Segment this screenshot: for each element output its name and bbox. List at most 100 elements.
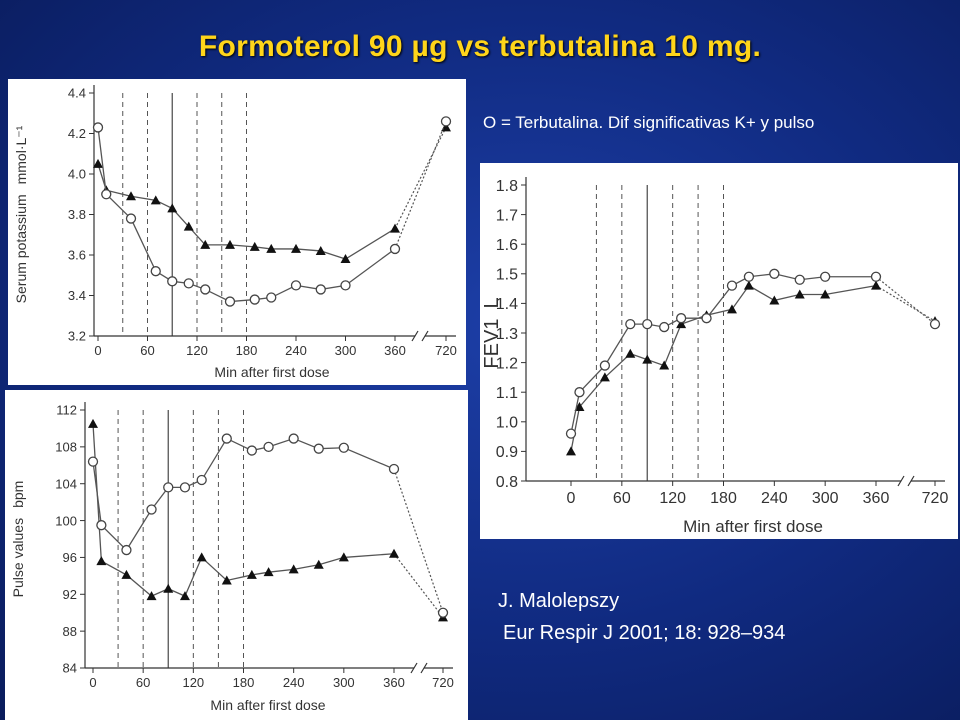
axis-break-mark bbox=[410, 662, 418, 674]
y-axis-title: Pulse values bpm bbox=[10, 481, 26, 598]
data-point-triangle bbox=[315, 245, 326, 255]
x-tick-label: 360 bbox=[384, 343, 406, 358]
data-point-triangle bbox=[574, 402, 585, 411]
x-tick-label: 240 bbox=[283, 675, 305, 690]
data-point-triangle bbox=[200, 239, 211, 249]
data-point-triangle bbox=[794, 289, 805, 299]
x-tick-label: 300 bbox=[333, 675, 355, 690]
y-tick-label: 3.8 bbox=[68, 207, 86, 222]
fev1-chart-panel: 0.8 0.9 1.0 1.1 1.2 1.3 1.4 1.5 1.6 1.7 1.8 0 60 120 1… bbox=[480, 163, 958, 539]
x-tick-label: 0 bbox=[567, 490, 576, 507]
data-point-triangle bbox=[146, 591, 157, 601]
y-tick-label: 92 bbox=[63, 587, 77, 602]
data-point-circle bbox=[146, 504, 157, 515]
slide-title: Formoterol 90 µg vs terbutalina 10 mg. bbox=[198, 30, 762, 63]
data-point-circle bbox=[92, 122, 104, 133]
data-point-circle bbox=[340, 280, 351, 291]
x-axis-title: Min after first dose bbox=[683, 517, 823, 536]
axis-break-mark bbox=[421, 330, 429, 342]
y-tick-label: 1.5 bbox=[496, 267, 518, 284]
x-tick-label: 120 bbox=[186, 343, 208, 358]
data-point-triangle bbox=[390, 223, 400, 233]
x-tick-label: 120 bbox=[659, 490, 686, 507]
y-tick-label: 4.2 bbox=[68, 126, 86, 141]
series-extrapolation-circle bbox=[394, 121, 447, 250]
data-point-triangle bbox=[266, 243, 277, 253]
data-point-circle bbox=[870, 271, 882, 282]
data-point-circle bbox=[701, 313, 712, 324]
y-tick-label: 0.8 bbox=[496, 474, 518, 491]
y-tick-label: 3.2 bbox=[68, 329, 86, 344]
data-point-triangle bbox=[726, 304, 737, 314]
x-tick-label: 360 bbox=[863, 490, 890, 507]
y-axis-title: Serum potassium mmol·L⁻¹ bbox=[13, 125, 29, 303]
data-point-circle bbox=[389, 243, 401, 255]
data-point-triangle bbox=[221, 575, 232, 585]
data-point-triangle bbox=[340, 254, 351, 264]
y-tick-label: 1.2 bbox=[496, 355, 518, 372]
data-point-triangle bbox=[263, 567, 274, 577]
data-point-triangle bbox=[625, 348, 636, 358]
x-tick-label: 720 bbox=[432, 675, 454, 690]
pulse-chart-panel: 84 88 92 96 100 104 108 112 0 60 120 180 240 300 360 72… bbox=[5, 390, 468, 720]
data-point-circle bbox=[163, 482, 174, 493]
data-point-triangle bbox=[96, 556, 107, 566]
y-axis-title: FEV1 L bbox=[481, 297, 503, 368]
pulse-chart: 84 88 92 96 100 104 108 112 0 60 120 180 240 300 360 72… bbox=[10, 402, 454, 713]
x-tick-label: 360 bbox=[383, 675, 405, 690]
y-tick-label: 4.4 bbox=[68, 86, 86, 101]
citation-author: J. Malolepszy bbox=[498, 590, 620, 612]
data-point-triangle bbox=[642, 354, 653, 364]
series-extrapolation-triangle bbox=[393, 553, 444, 618]
data-point-triangle bbox=[676, 319, 687, 329]
x-tick-label: 300 bbox=[335, 343, 357, 358]
data-point-triangle bbox=[389, 548, 399, 558]
data-point-circle bbox=[574, 387, 585, 398]
data-point-triangle bbox=[167, 203, 178, 213]
y-tick-label: 108 bbox=[55, 440, 77, 455]
data-point-circle bbox=[263, 441, 274, 453]
y-tick-label: 100 bbox=[55, 513, 77, 528]
data-point-circle bbox=[183, 278, 194, 289]
x-tick-label: 180 bbox=[233, 675, 255, 690]
x-tick-label: 120 bbox=[182, 675, 204, 690]
series-extrapolation-triangle bbox=[875, 285, 936, 322]
y-tick-label: 4.0 bbox=[68, 167, 86, 182]
data-point-circle bbox=[659, 321, 670, 333]
data-point-circle bbox=[599, 360, 611, 371]
data-point-triangle bbox=[179, 591, 190, 601]
data-point-triangle bbox=[566, 446, 576, 456]
x-tick-label: 720 bbox=[435, 343, 457, 358]
data-point-circle bbox=[288, 433, 299, 444]
data-point-circle bbox=[338, 442, 349, 453]
data-point-triangle bbox=[249, 241, 260, 251]
data-point-circle bbox=[96, 520, 107, 531]
data-point-circle bbox=[200, 284, 211, 295]
data-point-circle bbox=[150, 266, 161, 277]
data-point-triangle bbox=[769, 295, 780, 305]
fev1-chart: 0.8 0.9 1.0 1.1 1.2 1.3 1.4 1.5 1.6 1.7 1.8 0 60 120 1… bbox=[481, 177, 948, 536]
potassium-chart: 3.2 3.4 3.6 3.8 4.0 4.2 4.4 0 60 120 180 240 300 360 7… bbox=[13, 85, 457, 380]
data-point-circle bbox=[820, 271, 831, 282]
y-tick-label: 84 bbox=[63, 661, 77, 676]
data-point-triangle bbox=[313, 559, 324, 569]
data-point-circle bbox=[196, 474, 207, 486]
data-point-circle bbox=[794, 274, 805, 285]
x-tick-label: 300 bbox=[812, 490, 839, 507]
y-axis-title-label: FEV1 bbox=[481, 319, 503, 369]
x-tick-label: 0 bbox=[94, 343, 101, 358]
data-point-triangle bbox=[246, 569, 257, 579]
potassium-chart-panel: 3.2 3.4 3.6 3.8 4.0 4.2 4.4 0 60 120 180 240 300 360 7… bbox=[8, 79, 466, 385]
x-tick-label: 180 bbox=[236, 343, 258, 358]
axis-break-mark bbox=[411, 330, 419, 342]
data-point-circle bbox=[440, 116, 452, 127]
y-tick-label: 1.6 bbox=[496, 237, 518, 254]
data-point-circle bbox=[224, 296, 236, 307]
x-tick-label: 60 bbox=[140, 343, 154, 358]
data-point-circle bbox=[179, 482, 191, 493]
data-point-circle bbox=[266, 292, 277, 303]
data-point-circle bbox=[565, 428, 577, 439]
data-point-circle bbox=[125, 213, 137, 224]
x-tick-label: 180 bbox=[710, 490, 737, 507]
series-line-triangle bbox=[97, 163, 396, 260]
